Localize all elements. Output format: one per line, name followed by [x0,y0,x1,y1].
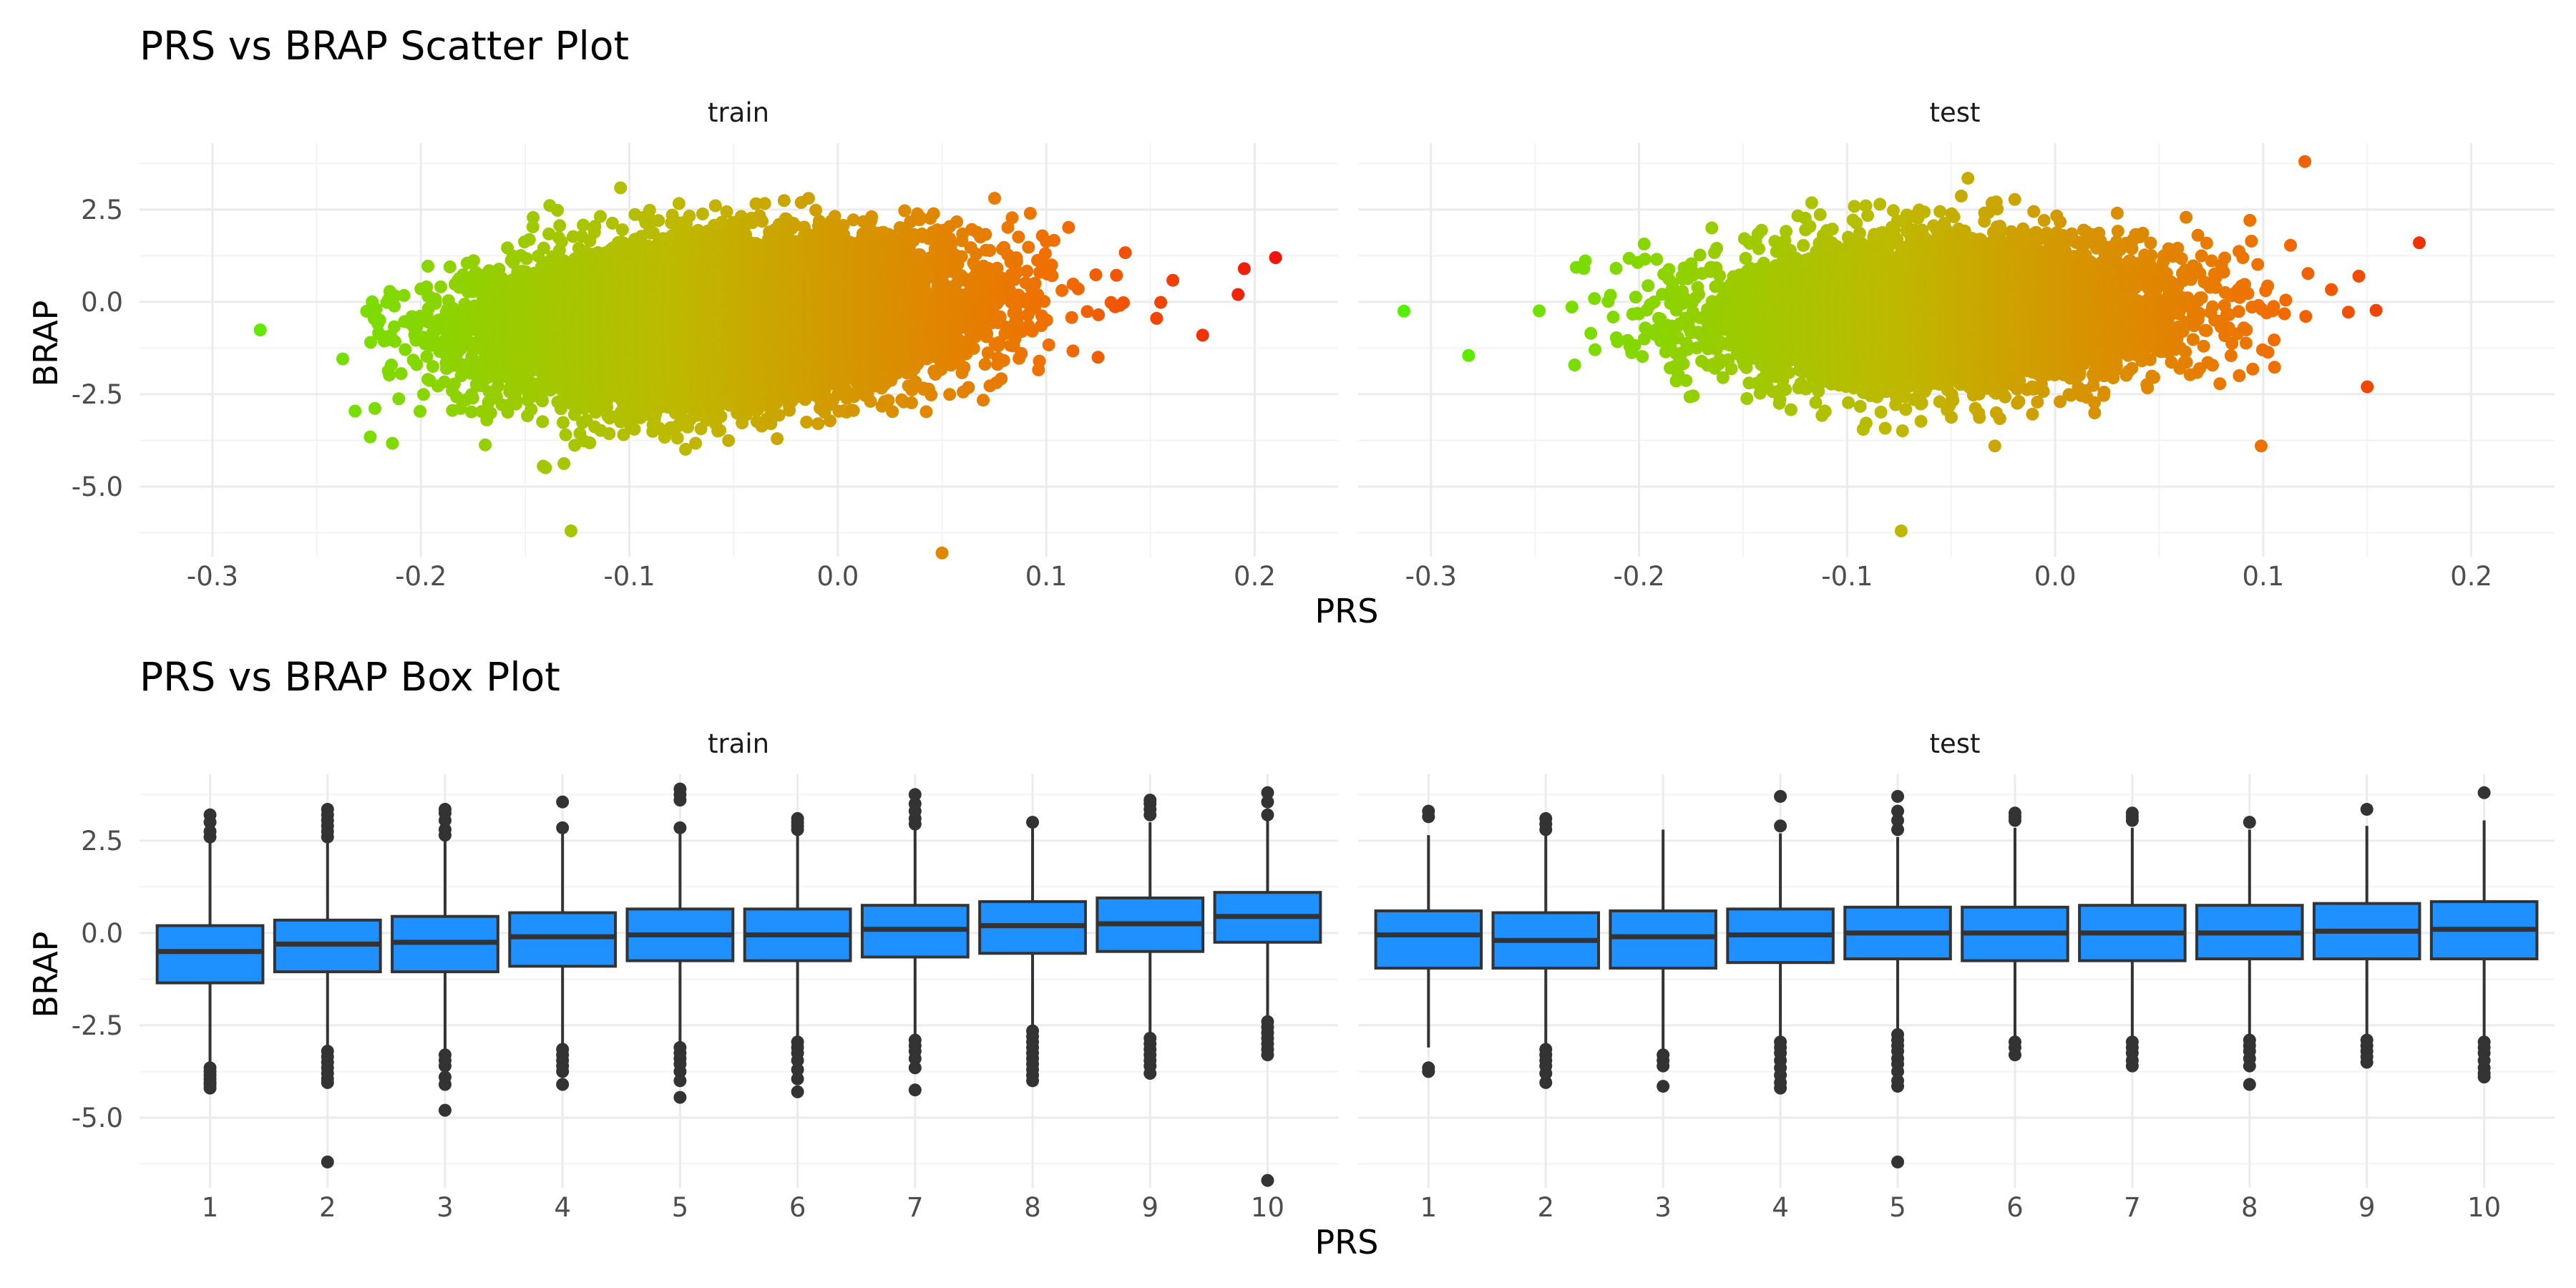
scatter-point [509,397,522,411]
scatter-point [539,461,552,474]
scatter-point [416,388,430,401]
scatter-point [557,416,570,429]
scatter-point [410,320,424,333]
scatter-point [553,219,567,233]
scatter-point [438,375,451,389]
scatter-point [450,390,464,404]
scatter-point [594,210,607,223]
scatter-panel-train [140,143,1338,560]
scatter-point [443,260,457,273]
scatter-point [388,299,401,313]
scatter-point [527,210,540,224]
scatter-point [386,436,399,450]
scatter-point [615,223,629,237]
scatter-point [348,404,362,418]
scatter-point [652,214,665,228]
scatter-point [420,350,434,364]
scatter-points [253,181,1282,560]
scatter-point [479,438,492,452]
scatter-point [399,343,412,356]
scatter-point [368,401,381,415]
scatter-point [628,422,641,436]
scatter-point [389,335,401,348]
scatter-point [670,431,684,445]
scatter-point [383,369,396,382]
scatter-point [364,336,377,349]
scatter-point [484,406,497,419]
scatter-point [388,289,401,303]
scatter-point [467,254,480,268]
scatter-title: PRS vs BRAP Scatter Plot [140,23,629,69]
scatter-point [557,457,571,470]
scatter-point [672,197,686,210]
scatter-point [602,427,616,440]
scatter-point [373,313,386,327]
scatter-point [466,391,479,405]
scatter-point [397,288,411,302]
scatter-point [689,436,703,450]
scatter-point [336,352,349,366]
scatter-point [559,428,572,441]
scatter-point [388,320,401,333]
scatter-point [364,430,377,444]
scatter-point [614,181,628,195]
scatter-point [643,203,656,217]
scatter-point [253,323,267,337]
scatter-point [577,218,590,232]
scatter-point [565,524,577,537]
scatter-point [464,405,478,419]
scatter-point [394,367,408,381]
scatter-point [414,404,426,418]
scatter-point [555,235,568,248]
scatter-point [519,252,533,265]
scatter-point [385,358,398,372]
scatter-point [551,203,565,217]
scatter-point [426,360,439,374]
scatter-point [583,436,597,449]
scatter-point [536,415,550,429]
scatter-point [429,296,442,310]
scatter-point [434,280,447,293]
scatter-point [392,392,406,406]
scatter-facet-train-label: train [708,97,769,128]
scatter-facet-test-label: test [1929,97,1980,128]
scatter-point [525,403,538,416]
scatter-point [683,209,696,223]
scatter-point [492,379,504,393]
scatter-point [421,260,435,273]
scatter-point [410,358,424,371]
scatter-point [369,302,383,316]
scatter-point [522,233,536,246]
scatter-point [696,208,709,220]
